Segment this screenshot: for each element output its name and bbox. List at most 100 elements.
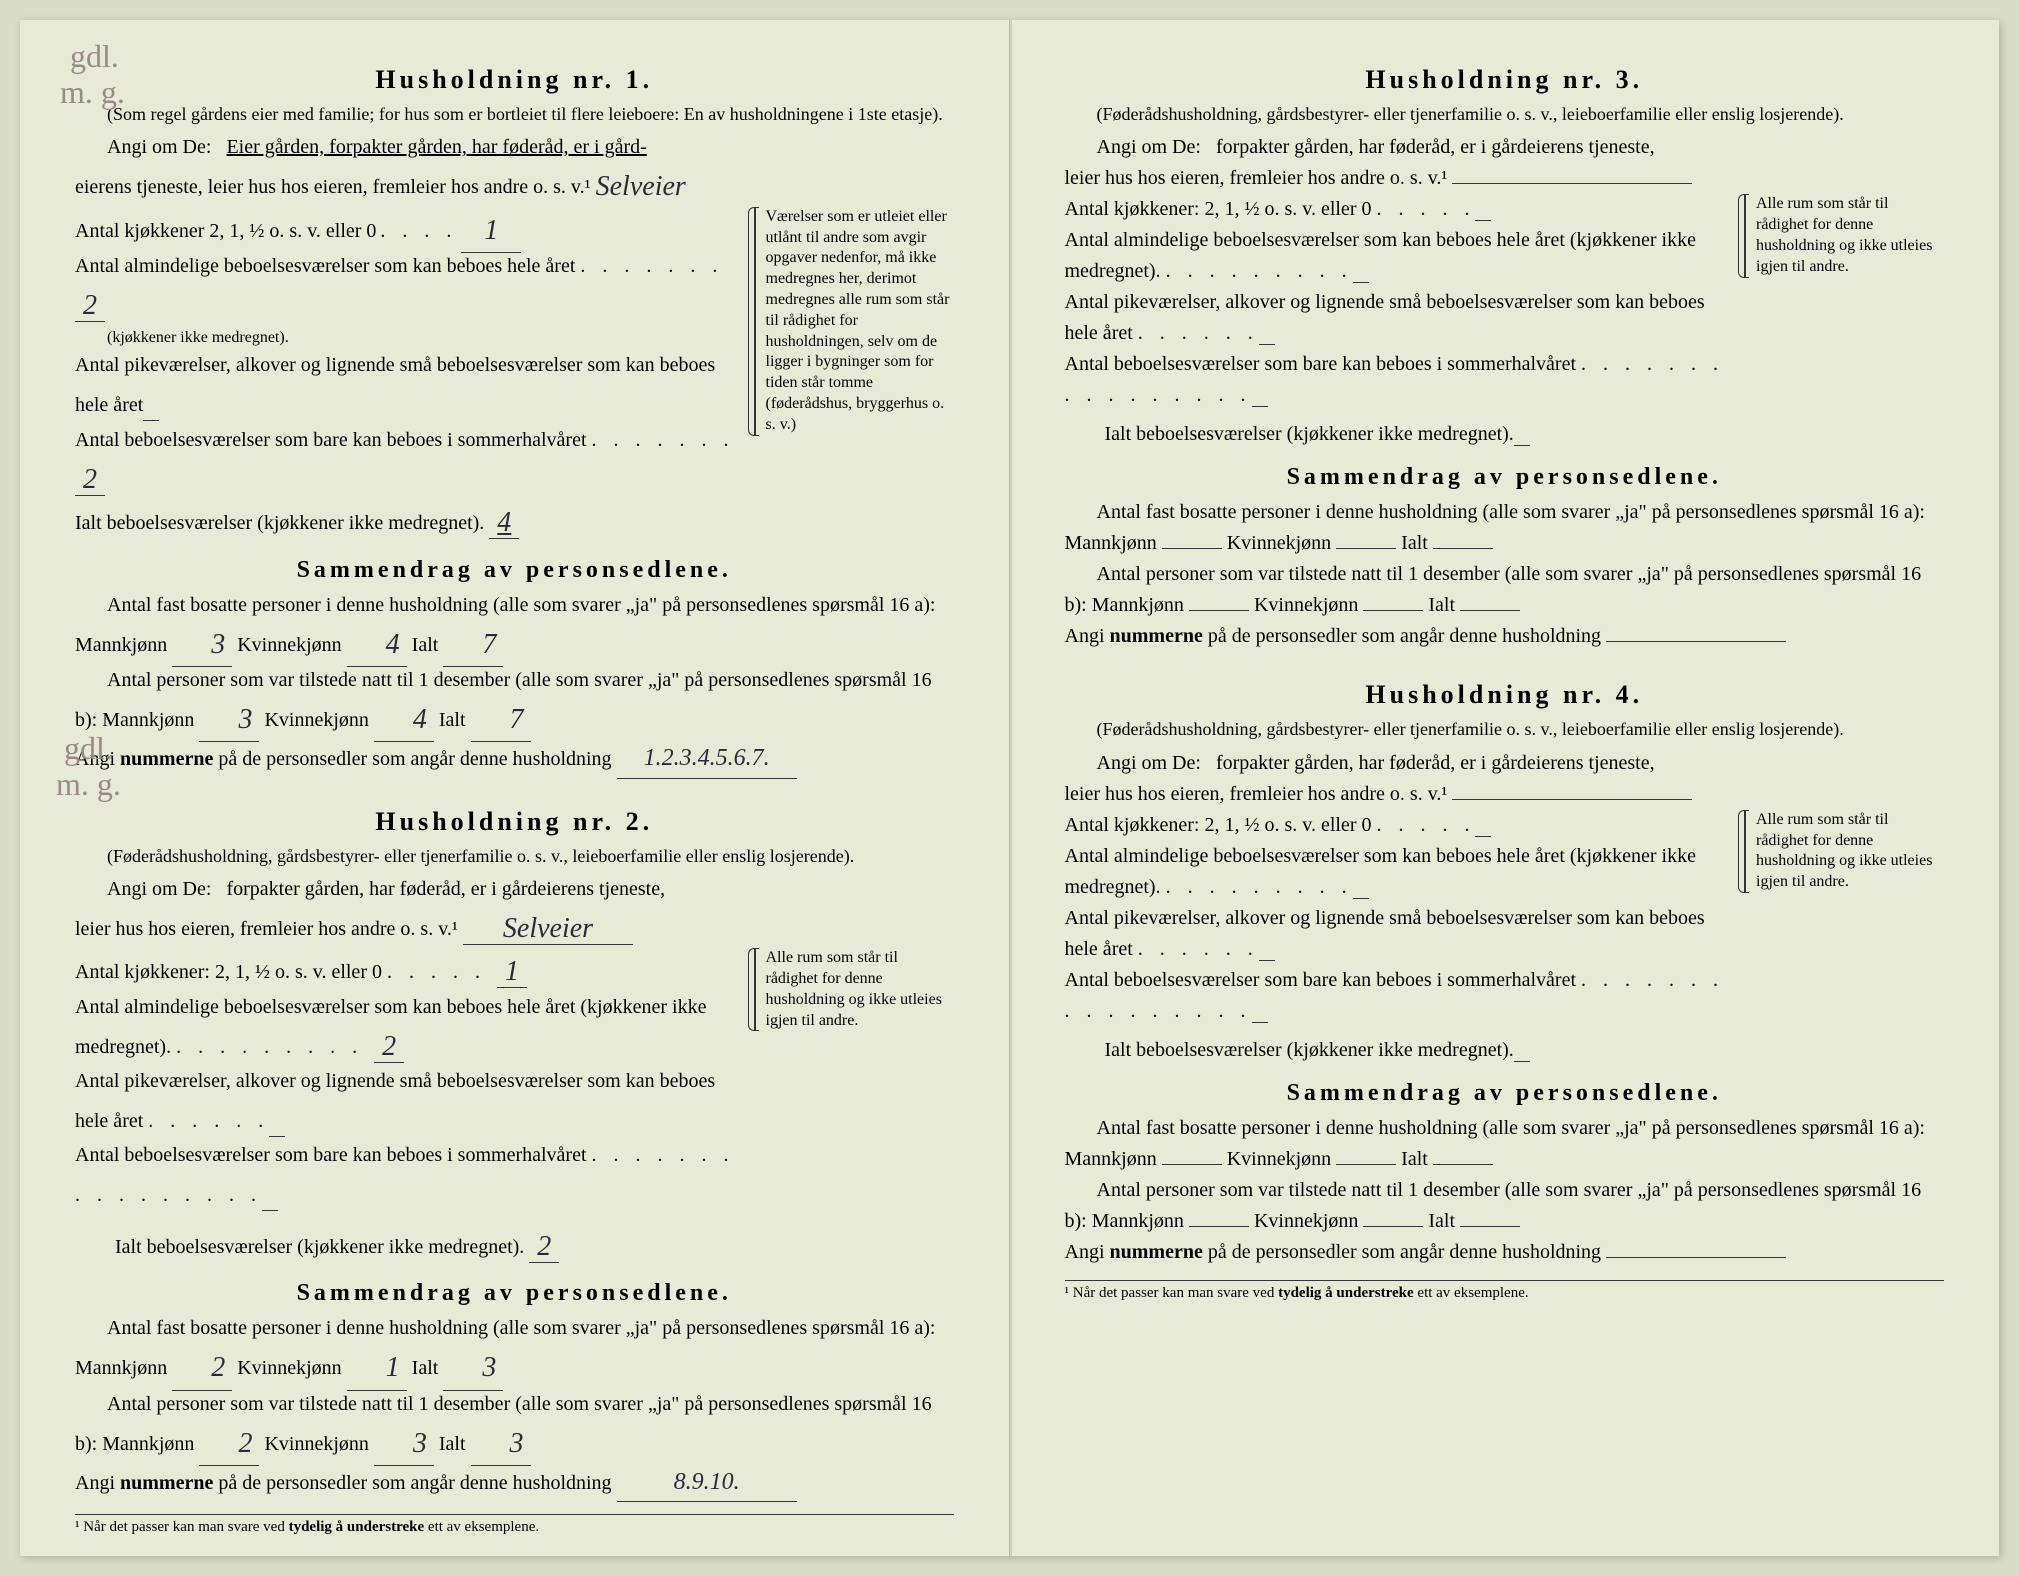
- hh1-angi-answer[interactable]: Selveier: [596, 171, 686, 202]
- hh3-a-total[interactable]: [1514, 423, 1530, 446]
- hh3-nums[interactable]: [1606, 641, 1786, 642]
- hh3-s1-m-label: Mannkjønn: [1065, 532, 1157, 554]
- hh1-s1-m-label: Mannkjønn: [75, 634, 167, 656]
- hh1-s2-m[interactable]: 3: [199, 698, 259, 742]
- hh1-s2-m-label: Mannkjønn: [102, 709, 194, 731]
- hh1-s1: Antal fast bosatte personer i denne hush…: [75, 590, 954, 665]
- hh3-a-summer[interactable]: [1252, 384, 1268, 407]
- household-4: Husholdning nr. 4. (Føderådshusholdning,…: [1065, 680, 1945, 1301]
- hh4-s1-t[interactable]: [1433, 1164, 1493, 1165]
- hh2-s2-t[interactable]: 3: [471, 1422, 531, 1466]
- hh2-s1-t[interactable]: 3: [443, 1346, 503, 1390]
- hh4-angi-line1: Angi om De: forpakter gården, har føderå…: [1065, 748, 1945, 779]
- hh4-s1-t-label: Ialt: [1401, 1148, 1428, 1170]
- hh4-a-rooms[interactable]: [1353, 876, 1369, 899]
- hh4-nums[interactable]: [1606, 1257, 1786, 1258]
- hh2-a-pike[interactable]: [269, 1105, 285, 1137]
- hh1-s1-t[interactable]: 7: [443, 623, 503, 667]
- hh1-intro: (Som regel gårdens eier med familie; for…: [75, 103, 954, 126]
- hh1-a-total[interactable]: 4: [489, 507, 519, 539]
- hh4-q-pike: Antal pikeværelser, alkover og lignende …: [1065, 903, 1733, 965]
- hh1-q-summer-label: Antal beboelsesværelser som bare kan beb…: [75, 429, 587, 451]
- hh4-summary-title: Sammendrag av personsedlene.: [1065, 1080, 1945, 1107]
- hh2-s1-m[interactable]: 2: [172, 1346, 232, 1390]
- hh4-s2: Antal personer som var tilstede natt til…: [1065, 1175, 1945, 1237]
- hh3-s2-m[interactable]: [1189, 610, 1249, 611]
- hh2-nums[interactable]: 8.9.10.: [617, 1464, 797, 1502]
- hh4-s1-k[interactable]: [1336, 1164, 1396, 1165]
- hh1-a-pike[interactable]: [143, 389, 159, 421]
- page-left: gdl. m. g. Husholdning nr. 1. (Som regel…: [20, 20, 1010, 1556]
- footnote-left: ¹ Når det passer kan man svare ved tydel…: [75, 1514, 954, 1536]
- hh2-angi-options: forpakter gården, har føderåd, er i gård…: [226, 878, 665, 900]
- hh1-a-kitchen[interactable]: 1: [461, 209, 521, 253]
- hh2-q-total-label: Ialt beboelsesværelser (kjøkkener ikke m…: [75, 1236, 524, 1258]
- hh2-s1-k[interactable]: 1: [347, 1346, 407, 1390]
- hh1-q-pike-label: Antal pikeværelser, alkover og lignende …: [75, 354, 715, 416]
- hh1-q-kitchen-label: Antal kjøkkener 2, 1, ½ o. s. v. eller 0: [75, 216, 376, 247]
- hh3-s1-t[interactable]: [1433, 548, 1493, 549]
- hh2-a-kitchen[interactable]: 1: [497, 956, 527, 988]
- hh1-s2-t[interactable]: 7: [471, 698, 531, 742]
- hh3-q-pike: Antal pikeværelser, alkover og lignende …: [1065, 287, 1733, 349]
- hh4-q-kitchen: Antal kjøkkener: 2, 1, ½ o. s. v. eller …: [1065, 810, 1733, 841]
- hh2-a-total[interactable]: 2: [529, 1231, 559, 1263]
- hh4-angi-answer[interactable]: [1452, 799, 1692, 800]
- hh4-s2-m[interactable]: [1189, 1226, 1249, 1227]
- hh2-a-rooms[interactable]: 2: [374, 1031, 404, 1063]
- hh1-nums-label: Angi nummerne på de personsedler som ang…: [75, 748, 612, 770]
- hh3-a-rooms[interactable]: [1353, 260, 1369, 283]
- hh1-angi-options: Eier gården, forpakter gården, har føder…: [226, 136, 646, 158]
- hh2-title: Husholdning nr. 2.: [75, 807, 954, 837]
- hh4-s1-m[interactable]: [1162, 1164, 1222, 1165]
- hh2-s1-m-label: Mannkjønn: [75, 1357, 167, 1379]
- hh4-a-summer[interactable]: [1252, 1000, 1268, 1023]
- hh3-a-pike[interactable]: [1259, 322, 1275, 345]
- hh1-s1-k[interactable]: 4: [347, 623, 407, 667]
- hh2-s2-k[interactable]: 3: [374, 1422, 434, 1466]
- hh3-a-kitchen[interactable]: [1475, 198, 1491, 221]
- hh1-s1-m[interactable]: 3: [172, 623, 232, 667]
- hh4-q-rooms: Antal almindelige beboelsesværelser som …: [1065, 841, 1733, 903]
- hh1-side-note: Værelser som er utleiet eller utlånt til…: [754, 207, 954, 436]
- hh4-s2-t[interactable]: [1460, 1226, 1520, 1227]
- hh4-a-total[interactable]: [1514, 1039, 1530, 1062]
- hh4-nums-label: Angi nummerne på de personsedler som ang…: [1065, 1241, 1602, 1263]
- hh4-s2-k-label: Kvinnekjønn: [1254, 1210, 1358, 1232]
- hh3-summary-title: Sammendrag av personsedlene.: [1065, 464, 1945, 491]
- hh3-s1-k-label: Kvinnekjønn: [1227, 532, 1331, 554]
- hh3-s1-m[interactable]: [1162, 548, 1222, 549]
- hh3-q-kitchen: Antal kjøkkener: 2, 1, ½ o. s. v. eller …: [1065, 194, 1733, 225]
- household-1: Husholdning nr. 1. (Som regel gårdens ei…: [75, 65, 954, 779]
- hh2-angi-answer[interactable]: Selveier: [463, 913, 633, 945]
- pencil-annotation-3: gdl.: [64, 730, 113, 767]
- hh4-q-summer: Antal beboelsesværelser som bare kan beb…: [1065, 965, 1733, 1027]
- hh3-s2-k[interactable]: [1363, 610, 1423, 611]
- hh3-s2-t[interactable]: [1460, 610, 1520, 611]
- hh3-s1-k[interactable]: [1336, 548, 1396, 549]
- footnote-right-text: ¹ Når det passer kan man svare ved tydel…: [1065, 1285, 1529, 1301]
- hh2-s2-m-label: Mannkjønn: [102, 1433, 194, 1455]
- hh4-a-pike[interactable]: [1259, 938, 1275, 961]
- hh1-nums[interactable]: 1.2.3.4.5.6.7.: [617, 740, 797, 778]
- hh4-a-kitchen[interactable]: [1475, 814, 1491, 837]
- hh2-q-kitchen-label: Antal kjøkkener: 2, 1, ½ o. s. v. eller …: [75, 961, 382, 983]
- hh1-q-total: Ialt beboelsesværelser (kjøkkener ikke m…: [75, 499, 742, 542]
- hh3-angi-answer[interactable]: [1452, 183, 1692, 184]
- hh2-s1-text: Antal fast bosatte personer i denne hush…: [107, 1317, 936, 1339]
- hh1-title: Husholdning nr. 1.: [75, 65, 954, 95]
- pencil-annotation-2: m. g.: [60, 74, 125, 111]
- hh2-s2-t-label: Ialt: [439, 1433, 466, 1455]
- hh2-s2-m[interactable]: 2: [199, 1422, 259, 1466]
- hh3-s1-text: Antal fast bosatte personer i denne hush…: [1097, 501, 1926, 523]
- hh1-a-summer[interactable]: 2: [75, 464, 105, 496]
- hh1-a-rooms[interactable]: 2: [75, 290, 105, 322]
- hh4-s2-k[interactable]: [1363, 1226, 1423, 1227]
- hh3-q-rooms-label: Antal almindelige beboelsesværelser som …: [1065, 229, 1696, 282]
- hh2-questions-block: Antal kjøkkener: 2, 1, ½ o. s. v. eller …: [75, 948, 954, 1266]
- hh4-angi-prefix: Angi om De:: [1097, 752, 1201, 774]
- hh2-q-total: Ialt beboelsesværelser (kjøkkener ikke m…: [75, 1223, 742, 1266]
- hh2-a-summer[interactable]: [262, 1179, 278, 1211]
- hh1-s2-k[interactable]: 4: [374, 698, 434, 742]
- hh1-summary-title: Sammendrag av personsedlene.: [75, 557, 954, 584]
